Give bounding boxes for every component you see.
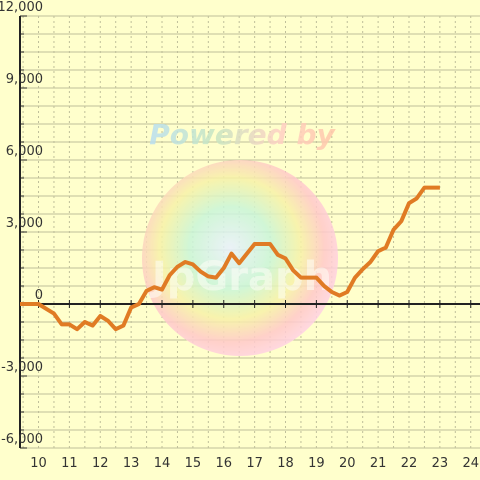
- x-tick-label: 19: [308, 456, 325, 471]
- tick-labels: 10 11 12 13 14 15 16 17 18 19 20 21 22 23 24 -6,000 -3,0…: [0, 0, 479, 471]
- axes: [19, 15, 480, 449]
- x-tick-label: 12: [92, 456, 109, 471]
- x-tick-label: 11: [61, 456, 78, 471]
- y-tick-label: 12,000: [0, 0, 43, 15]
- y-tick-label: 3,000: [6, 216, 43, 231]
- watermark-orb: [142, 160, 338, 356]
- x-tick-label: 18: [277, 456, 294, 471]
- y-tick-label: 9,000: [6, 72, 43, 87]
- watermark: Powered by JpGraph: [142, 118, 338, 356]
- x-tick-label: 17: [246, 456, 263, 471]
- y-tick-label: 0: [35, 288, 43, 303]
- series-line-0: [20, 185, 440, 332]
- x-tick-label: 23: [432, 456, 449, 471]
- series-group: [20, 185, 440, 332]
- x-tick-label: 14: [154, 456, 171, 471]
- x-tick-label: 24: [462, 456, 479, 471]
- x-tick-label: 16: [215, 456, 232, 471]
- x-tick-label: 13: [123, 456, 140, 471]
- x-tick-label: 22: [401, 456, 418, 471]
- x-tick-label: 15: [185, 456, 202, 471]
- y-tick-label: -3,000: [1, 360, 43, 375]
- watermark-text: Powered by: [149, 118, 336, 151]
- y-tick-label: 6,000: [6, 144, 43, 159]
- x-tick-label: 10: [30, 456, 47, 471]
- x-tick-label: 20: [339, 456, 356, 471]
- y-tick-label: -6,000: [1, 432, 43, 447]
- x-tick-label: 21: [370, 456, 387, 471]
